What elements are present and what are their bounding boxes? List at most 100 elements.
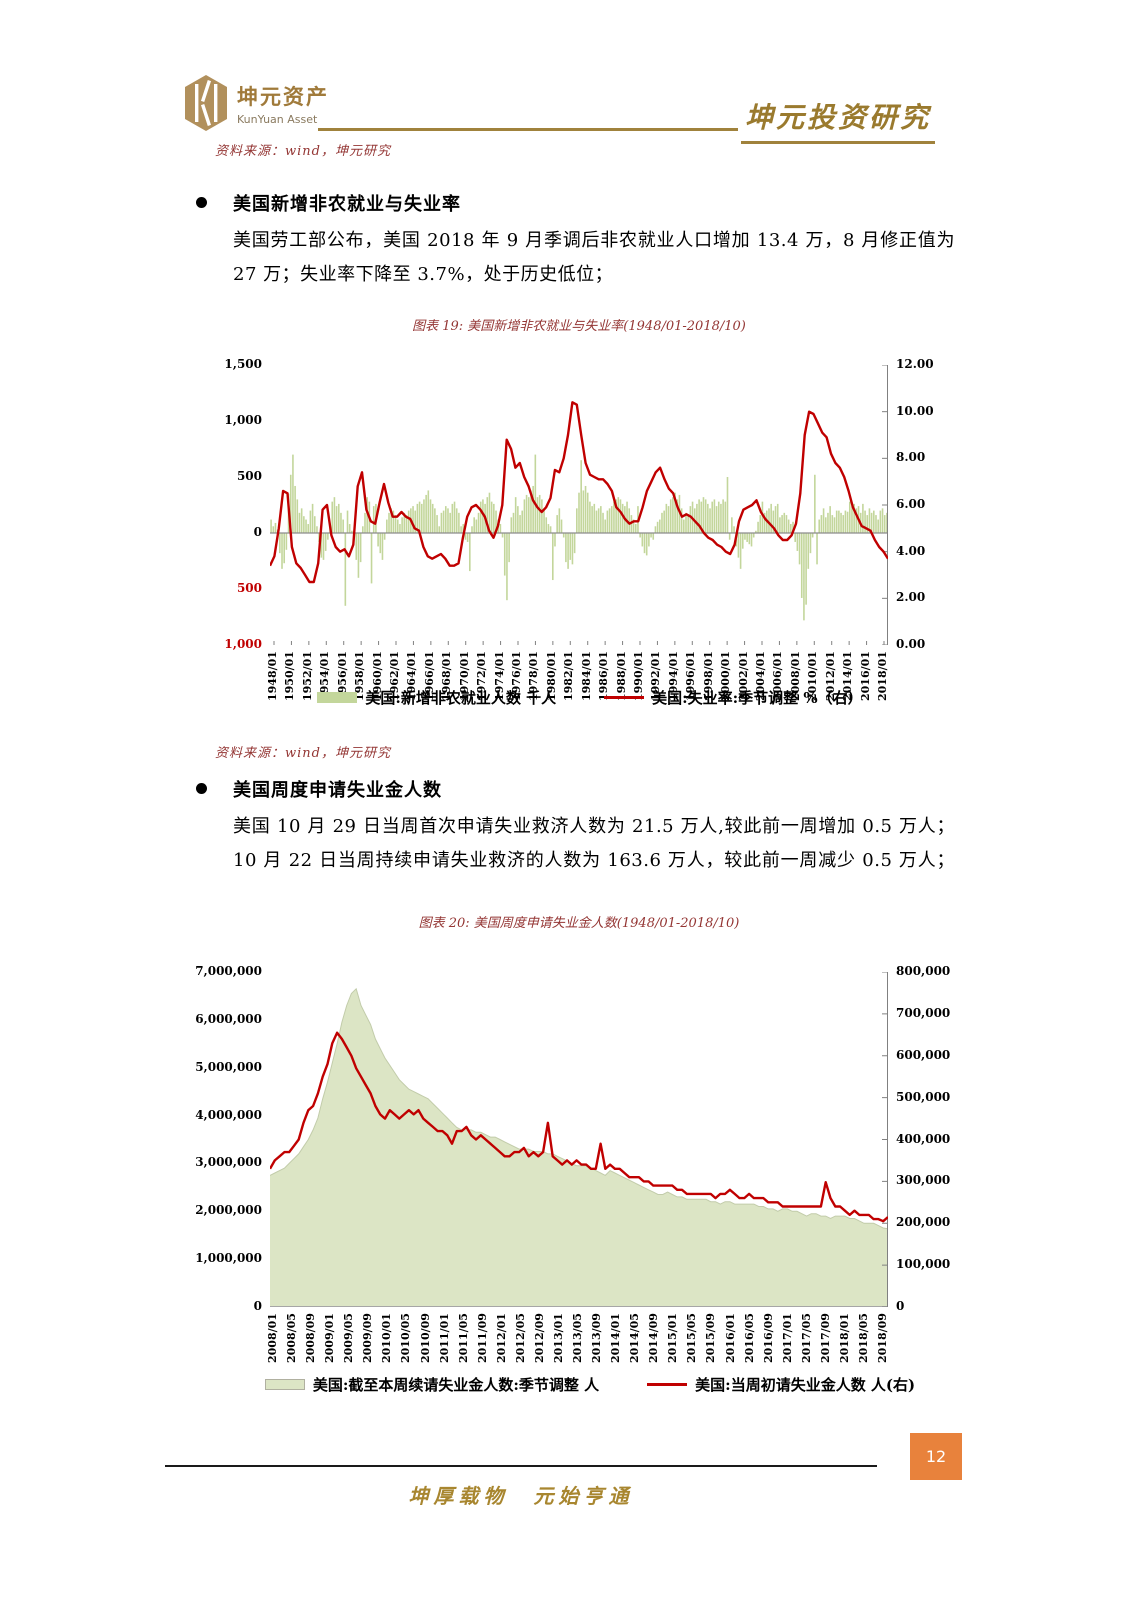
left-axis-tick: 0: [253, 1299, 262, 1313]
right-axis-tick: 200,000: [896, 1215, 951, 1230]
right-axis-tick: 600,000: [896, 1047, 951, 1062]
right-axis-tick: 0.00: [896, 637, 926, 651]
red-line-swatch-icon: [647, 1383, 688, 1386]
right-axis-tick: 100,000: [896, 1257, 951, 1272]
left-axis-tick: 3,000,000: [195, 1155, 262, 1170]
right-axis-tick: 2.00: [896, 590, 926, 605]
right-axis-tick: 4.00: [896, 543, 926, 558]
report-series-title: 坤元投资研究: [740, 96, 935, 144]
section1-body-line1: 美国劳工部公布，美国 2018 年 9 月季调后非农就业人口增加 13.4 万，…: [233, 230, 955, 251]
x-axis-tick: 2010/01: [380, 1313, 394, 1363]
x-axis-tick: 2016/09: [761, 1313, 775, 1363]
x-axis-tick: 2010/09: [418, 1313, 432, 1363]
bullet-icon: [196, 783, 207, 794]
logo-emblem-icon: [185, 75, 227, 131]
x-axis-tick: 2018/01: [837, 1313, 851, 1363]
x-axis-tick: 2011/05: [456, 1313, 470, 1363]
x-axis-tick: 2011/09: [475, 1313, 489, 1363]
x-axis-tick: 2017/09: [818, 1313, 832, 1363]
left-axis-tick: 7,000,000: [195, 964, 262, 978]
x-axis-tick: 2015/09: [704, 1313, 718, 1363]
x-axis-tick: 2014/05: [628, 1313, 642, 1363]
page-number-badge: 12: [910, 1433, 962, 1480]
chart20-title: 图表 20: 美国周度申请失业金人数(1948/01-2018/10): [418, 916, 740, 931]
x-axis-tick: 2009/01: [323, 1313, 337, 1363]
chart20-legend: 美国:截至本周续请失业金人数:季节调整 人 美国:当周初请失业金人数 人(右): [264, 1374, 915, 1395]
section1-body-line2: 27 万；失业率下降至 3.7%，处于历史低位；: [233, 264, 614, 285]
footer-rule: [165, 1465, 877, 1467]
right-axis-tick: 700,000: [896, 1005, 951, 1020]
x-axis-tick: 2012/05: [513, 1313, 527, 1363]
x-axis-tick: 2012/09: [532, 1313, 546, 1363]
section2-heading: 美国周度申请失业金人数: [233, 780, 442, 801]
x-axis-tick: 2014/01: [609, 1313, 623, 1363]
chart19-plot-area: [268, 364, 890, 646]
left-axis-tick: 500: [236, 469, 262, 483]
left-axis-tick: 1,500: [224, 357, 262, 371]
right-axis-tick: 6.00: [896, 497, 926, 511]
source-note-middle: 资料来源：wind，坤元研究: [215, 746, 391, 761]
chart19-legend-item-bars: 美国:新增非农就业人数 千人: [317, 687, 556, 708]
x-axis-tick: 2016/05: [742, 1313, 756, 1363]
right-axis-tick: 500,000: [896, 1089, 951, 1104]
left-axis-tick: 6,000,000: [195, 1011, 262, 1026]
green-area-swatch-icon: [264, 1379, 305, 1390]
section2-body-line1: 美国 10 月 29 日当周首次申请失业救济人数为 21.5 万人,较此前一周增…: [233, 816, 955, 837]
company-logo: 坤元资产 KunYuan Asset: [183, 74, 329, 132]
left-axis-tick: 1,000,000: [195, 1251, 262, 1266]
right-axis-tick: 12.00: [896, 357, 934, 371]
right-axis-tick: 10.00: [896, 403, 934, 418]
x-axis-tick: 2010/05: [399, 1313, 413, 1363]
logo-name-en: KunYuan Asset: [237, 112, 318, 126]
x-axis-tick: 2013/01: [551, 1313, 565, 1363]
x-axis-tick: 2017/05: [799, 1313, 813, 1363]
x-axis-tick: 2013/09: [590, 1313, 604, 1363]
right-axis-tick: 800,000: [896, 964, 951, 978]
left-axis-tick: 2,000,000: [195, 1203, 262, 1218]
x-axis-tick: 2009/09: [361, 1313, 375, 1363]
x-axis-tick: 2008/01: [266, 1313, 279, 1363]
right-axis-tick: 8.00: [896, 450, 926, 465]
x-axis-tick: 2012/01: [494, 1313, 508, 1363]
x-axis-tick: 2008/09: [304, 1313, 318, 1363]
left-axis-tick: 4,000,000: [195, 1107, 262, 1122]
section2-body-line2: 10 月 22 日当周持续申请失业救济的人数为 163.6 万人，较此前一周减少…: [233, 850, 955, 871]
red-line-swatch-icon: [604, 696, 645, 699]
chart19-title: 图表 19: 美国新增非农就业与失业率(1948/01-2018/10): [412, 319, 746, 334]
chart19-legend-label-bars: 美国:新增非农就业人数 千人: [365, 689, 557, 707]
footer-motto: 坤厚载物 元始亨通: [408, 1484, 634, 1508]
x-axis-tick: 2015/01: [666, 1313, 680, 1363]
header-rule: [318, 128, 738, 131]
chart20-plot-area: [268, 971, 889, 1308]
section1-heading: 美国新增非农就业与失业率: [233, 194, 461, 215]
x-axis-tick: 2016/01: [723, 1313, 737, 1363]
left-axis-tick: 0: [253, 525, 262, 539]
green-bar-swatch-icon: [317, 692, 358, 703]
source-note-top: 资料来源：wind，坤元研究: [215, 144, 391, 159]
x-axis-tick: 2014/09: [647, 1313, 661, 1363]
logo-name-cn: 坤元资产: [237, 84, 329, 109]
x-axis-tick: 2015/05: [685, 1313, 699, 1363]
bullet-icon: [196, 197, 207, 208]
right-axis-tick: 300,000: [896, 1173, 951, 1188]
chart20-legend-label-line: 美国:当周初请失业金人数 人(右): [695, 1376, 916, 1394]
x-axis-tick: 2018/09: [876, 1313, 889, 1363]
x-axis-tick: 2011/01: [437, 1313, 451, 1363]
logo-text: 坤元资产 KunYuan Asset: [237, 81, 329, 126]
x-axis-tick: 2017/01: [780, 1313, 794, 1363]
page-number: 12: [925, 1447, 947, 1466]
left-axis-tick: 1,000: [224, 413, 262, 427]
chart20-legend-item-line: 美国:当周初请失业金人数 人(右): [647, 1374, 915, 1395]
right-axis-tick: 400,000: [896, 1131, 951, 1146]
left-axis-tick: 5,000,000: [195, 1059, 262, 1074]
x-axis-tick: 2018/05: [856, 1313, 870, 1363]
x-axis-tick: 2013/05: [571, 1313, 584, 1363]
chart19-legend-item-line: 美国:失业率:季节调整 %（右）: [604, 687, 863, 708]
left-axis-tick: 500: [236, 581, 262, 595]
chart20-legend-label-area: 美国:截至本周续请失业金人数:季节调整 人: [312, 1376, 600, 1394]
right-axis-tick: 0: [896, 1299, 905, 1313]
x-axis-tick: 2008/05: [285, 1313, 299, 1363]
left-axis-tick: 1,000: [224, 637, 262, 651]
chart19-legend-label-line: 美国:失业率:季节调整 %（右）: [652, 689, 863, 707]
